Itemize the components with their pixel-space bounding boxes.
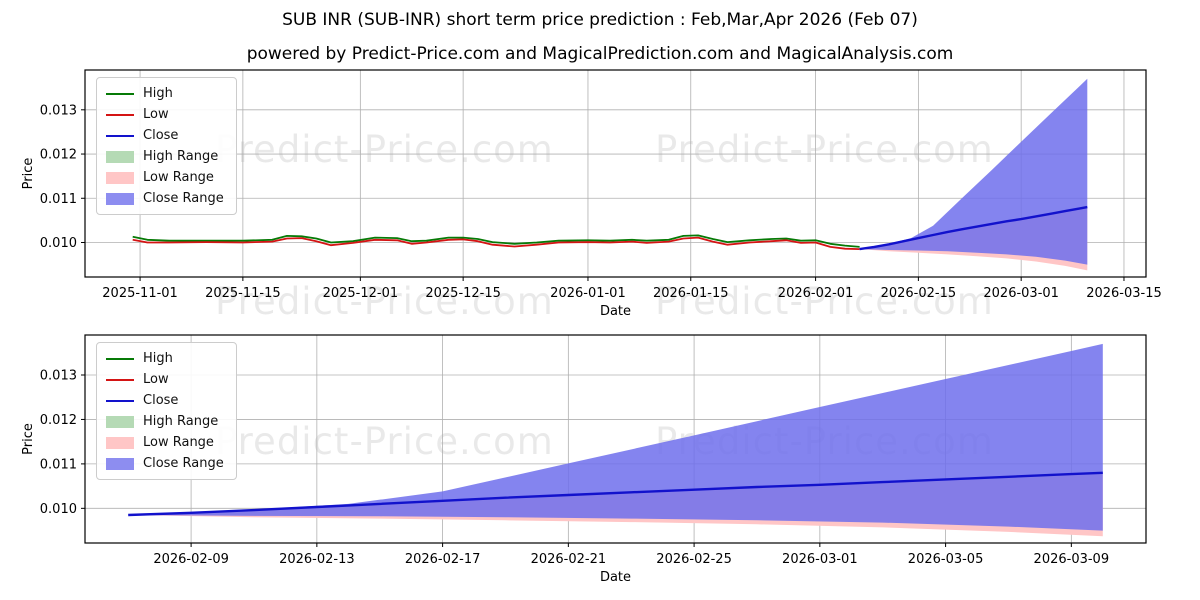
svg-text:Price: Price bbox=[21, 158, 36, 190]
legend-line-swatch bbox=[106, 113, 134, 116]
svg-text:0.010: 0.010 bbox=[40, 236, 77, 251]
page-subtitle: powered by Predict-Price.com and Magical… bbox=[246, 44, 954, 64]
legend-label: High bbox=[143, 351, 173, 366]
svg-text:0.013: 0.013 bbox=[40, 369, 77, 384]
svg-text:0.010: 0.010 bbox=[40, 502, 77, 517]
svg-text:0.011: 0.011 bbox=[40, 457, 77, 472]
legend-label: Close bbox=[143, 393, 179, 408]
legend-item-low-range: Low Range bbox=[106, 169, 224, 186]
legend-bottom-chart: High Low Close High Range Low Range Close Ran… bbox=[96, 342, 237, 480]
legend-patch-swatch bbox=[106, 192, 134, 205]
legend-item-high: High bbox=[106, 350, 224, 367]
legend-item-close: Close bbox=[106, 392, 224, 409]
legend-label: Close Range bbox=[143, 191, 224, 206]
legend-label: Low bbox=[143, 372, 169, 387]
legend-label: High bbox=[143, 86, 173, 101]
svg-text:2026-01-15: 2026-01-15 bbox=[653, 286, 729, 301]
legend-line-swatch bbox=[106, 399, 134, 402]
svg-text:Price: Price bbox=[21, 423, 36, 455]
legend-patch-swatch bbox=[106, 457, 134, 470]
svg-text:0.011: 0.011 bbox=[40, 192, 77, 207]
legend-patch-swatch bbox=[106, 171, 134, 184]
svg-text:Date: Date bbox=[600, 304, 631, 319]
svg-text:2026-02-13: 2026-02-13 bbox=[279, 552, 355, 567]
legend-label: Low Range bbox=[143, 435, 214, 450]
svg-text:2026-03-05: 2026-03-05 bbox=[908, 552, 984, 567]
svg-text:0.013: 0.013 bbox=[40, 103, 77, 118]
legend-label: Close bbox=[143, 128, 179, 143]
legend-label: Low Range bbox=[143, 170, 214, 185]
svg-text:2026-02-25: 2026-02-25 bbox=[656, 552, 732, 567]
svg-text:2026-02-15: 2026-02-15 bbox=[881, 286, 957, 301]
legend-line-swatch bbox=[106, 357, 134, 360]
svg-text:2025-12-15: 2025-12-15 bbox=[425, 286, 501, 301]
legend-item-close: Close bbox=[106, 127, 224, 144]
svg-text:Date: Date bbox=[600, 570, 631, 585]
page-title: SUB INR (SUB-INR) short term price predi… bbox=[282, 10, 918, 30]
legend-item-high-range: High Range bbox=[106, 413, 224, 430]
svg-text:2026-03-15: 2026-03-15 bbox=[1086, 286, 1162, 301]
svg-text:2025-11-15: 2025-11-15 bbox=[205, 286, 281, 301]
legend-label: High Range bbox=[143, 149, 219, 164]
svg-text:0.012: 0.012 bbox=[40, 413, 77, 428]
legend-item-high: High bbox=[106, 85, 224, 102]
svg-text:2026-03-01: 2026-03-01 bbox=[983, 286, 1059, 301]
legend-item-high-range: High Range bbox=[106, 148, 224, 165]
legend-item-close-range: Close Range bbox=[106, 455, 224, 472]
svg-text:2026-02-21: 2026-02-21 bbox=[531, 552, 607, 567]
svg-text:2026-03-09: 2026-03-09 bbox=[1034, 552, 1110, 567]
svg-text:2026-02-01: 2026-02-01 bbox=[778, 286, 854, 301]
legend-patch-swatch bbox=[106, 415, 134, 428]
svg-text:2026-03-01: 2026-03-01 bbox=[782, 552, 858, 567]
svg-text:2025-12-01: 2025-12-01 bbox=[323, 286, 399, 301]
legend-top-chart: High Low Close High Range Low Range Close Ran… bbox=[96, 77, 237, 215]
legend-item-low: Low bbox=[106, 106, 224, 123]
legend-patch-swatch bbox=[106, 436, 134, 449]
legend-item-close-range: Close Range bbox=[106, 190, 224, 207]
legend-item-low-range: Low Range bbox=[106, 434, 224, 451]
legend-label: Low bbox=[143, 107, 169, 122]
legend-patch-swatch bbox=[106, 150, 134, 163]
legend-item-low: Low bbox=[106, 371, 224, 388]
svg-text:0.012: 0.012 bbox=[40, 148, 77, 163]
legend-line-swatch bbox=[106, 134, 134, 137]
legend-line-swatch bbox=[106, 378, 134, 381]
legend-label: High Range bbox=[143, 414, 219, 429]
svg-text:2025-11-01: 2025-11-01 bbox=[102, 286, 178, 301]
svg-text:2026-01-01: 2026-01-01 bbox=[550, 286, 626, 301]
legend-label: Close Range bbox=[143, 456, 224, 471]
legend-line-swatch bbox=[106, 92, 134, 95]
svg-text:2026-02-17: 2026-02-17 bbox=[405, 552, 481, 567]
svg-text:2026-02-09: 2026-02-09 bbox=[153, 552, 229, 567]
